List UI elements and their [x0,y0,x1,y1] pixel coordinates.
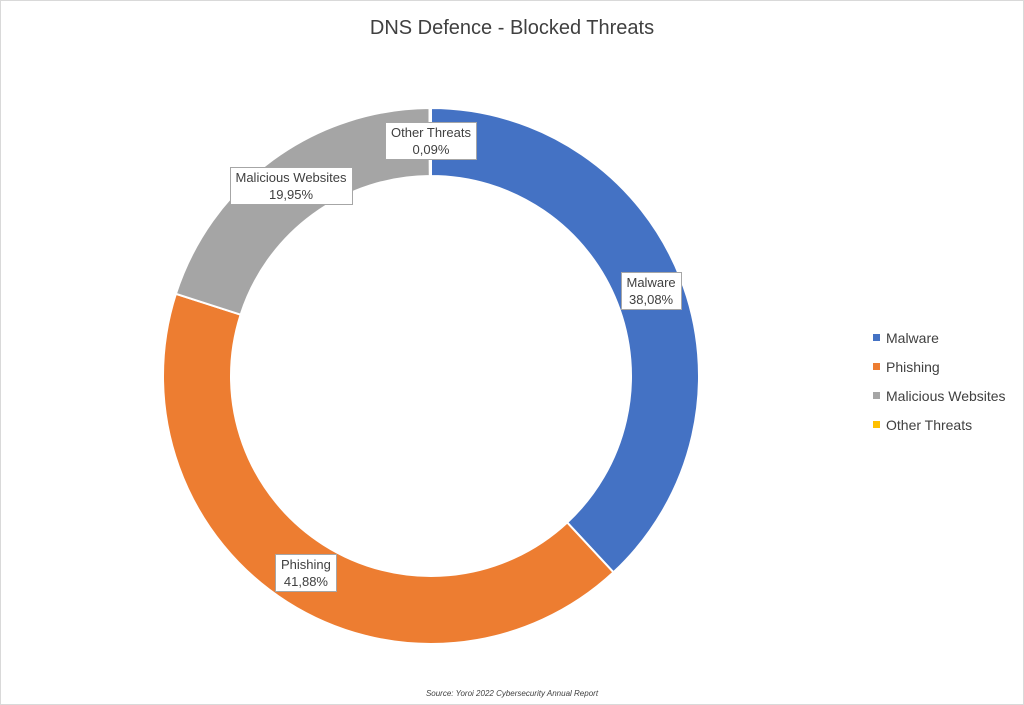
legend-swatch-other-threats [873,421,880,428]
legend-item-other-threats: Other Threats [873,410,1006,439]
data-label-malicious-websites: Malicious Websites 19,95% [229,167,353,205]
data-label-other-threats: Other Threats 0,09% [385,122,477,160]
slice-malware [430,106,700,574]
chart-title: DNS Defence - Blocked Threats [369,17,655,39]
legend-item-malicious-websites: Malicious Websites [873,381,1006,410]
legend-label-malware: Malware [886,329,939,346]
legend-label-other-threats: Other Threats [886,416,973,433]
data-label-phishing: Phishing 41,88% [275,554,337,592]
legend-label-phishing: Phishing [886,358,940,375]
data-label-category: Other Threats [391,125,471,140]
data-label-value: 19,95% [268,187,314,202]
legend-item-malware: Malware [873,323,1006,352]
legend-swatch-malware [873,334,880,341]
legend-swatch-malicious-websites [873,392,880,399]
legend-item-phishing: Phishing [873,352,1006,381]
legend-swatch-phishing [873,363,880,370]
data-label-malware: Malware 38,08% [620,272,682,310]
data-label-category: Malicious Websites [235,170,347,185]
legend: Malware Phishing Malicious Websites Othe… [873,323,1006,439]
data-label-value: 41,88% [283,574,328,589]
slice-phishing [162,292,615,645]
source-note: Source: Yoroi 2022 Cybersecurity Annual … [425,689,599,698]
legend-label-malicious-websites: Malicious Websites [886,387,1006,404]
data-label-value: 38,08% [629,292,674,307]
data-label-category: Malware [626,275,676,290]
data-label-value: 0,09% [412,142,450,157]
data-label-category: Phishing [281,557,331,572]
